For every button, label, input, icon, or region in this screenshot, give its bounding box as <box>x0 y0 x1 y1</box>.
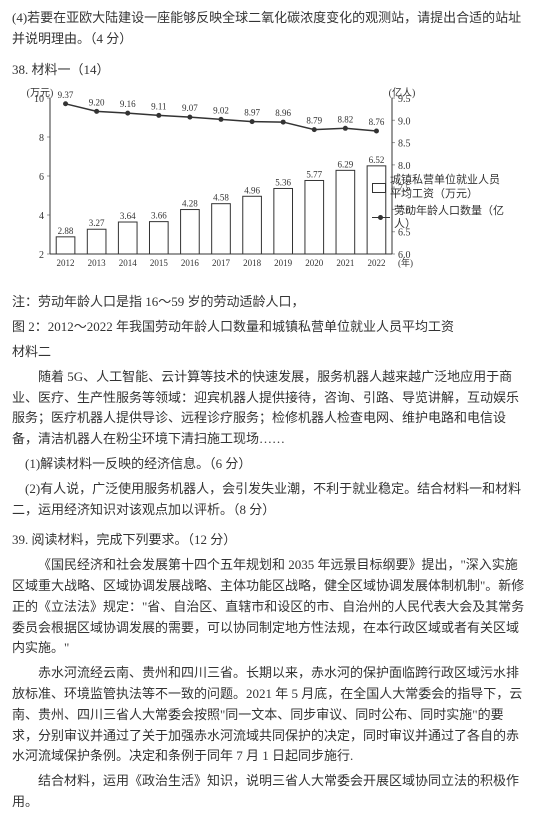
q38-title: 38. 材料一（14） <box>12 60 529 81</box>
svg-text:2018: 2018 <box>243 258 262 268</box>
q39-title: 39. 阅读材料，完成下列要求。（12 分） <box>12 530 529 551</box>
legend-line-icon <box>372 217 390 218</box>
svg-text:9.37: 9.37 <box>58 90 74 100</box>
material-2-body: 随着 5G、人工智能、云计算等技术的快速发展，服务机器人越来越广泛地应用于商业、… <box>12 367 529 450</box>
svg-text:2014: 2014 <box>119 258 138 268</box>
svg-text:8: 8 <box>39 133 44 144</box>
chart-figure-2: 246810(万元)6.06.57.07.58.08.59.09.5(亿人)2.… <box>12 84 512 284</box>
svg-text:4: 4 <box>39 211 44 222</box>
svg-text:8.79: 8.79 <box>306 116 322 126</box>
svg-text:4.96: 4.96 <box>244 186 260 196</box>
svg-text:4.58: 4.58 <box>213 193 229 203</box>
material-2-title: 材料二 <box>12 342 529 363</box>
svg-text:2022: 2022 <box>367 258 385 268</box>
svg-text:8.5: 8.5 <box>398 139 411 150</box>
svg-text:9.20: 9.20 <box>89 98 105 108</box>
svg-text:2020: 2020 <box>305 258 324 268</box>
svg-text:(万元): (万元) <box>27 88 54 99</box>
svg-text:5.36: 5.36 <box>275 178 291 188</box>
question-4-text: (4)若要在亚欧大陆建设一座能够反映全球二氧化碳浓度变化的观测站，请提出合适的站… <box>12 8 529 50</box>
chart-legend: 城镇私营单位就业人员平均工资（万元） 劳动年龄人口数量（亿人） <box>372 174 504 235</box>
legend-line-label: 劳动年龄人口数量（亿人） <box>394 205 504 231</box>
svg-text:8.97: 8.97 <box>244 108 260 118</box>
svg-text:9.07: 9.07 <box>182 104 198 114</box>
q39-p3: 结合材料，运用《政治生活》知识，说明三省人大常委会开展区域协同立法的积极作用。 <box>12 771 529 813</box>
legend-bar-label: 城镇私营单位就业人员平均工资（万元） <box>390 174 500 200</box>
chart-note: 注：劳动年龄人口是指 16～59 岁的劳动适龄人口， <box>12 292 529 313</box>
svg-text:2.88: 2.88 <box>58 226 74 236</box>
legend-box-icon <box>372 183 386 193</box>
svg-text:(亿人): (亿人) <box>389 86 416 99</box>
svg-text:2: 2 <box>39 250 44 261</box>
svg-text:8.76: 8.76 <box>369 117 385 127</box>
svg-text:8.82: 8.82 <box>337 115 353 125</box>
svg-text:4.28: 4.28 <box>182 199 198 209</box>
svg-text:6.29: 6.29 <box>337 160 353 170</box>
svg-text:2016: 2016 <box>181 258 200 268</box>
svg-text:9.02: 9.02 <box>213 106 229 116</box>
svg-text:2017: 2017 <box>212 258 231 268</box>
svg-text:9.16: 9.16 <box>120 100 136 110</box>
svg-text:3.64: 3.64 <box>120 211 136 221</box>
svg-text:2019: 2019 <box>274 258 293 268</box>
svg-text:2015: 2015 <box>150 258 169 268</box>
svg-text:6: 6 <box>39 172 44 183</box>
svg-text:9.0: 9.0 <box>398 117 411 128</box>
svg-text:3.66: 3.66 <box>151 211 167 221</box>
svg-text:3.27: 3.27 <box>89 219 105 229</box>
svg-text:9.11: 9.11 <box>151 102 166 112</box>
svg-text:(年): (年) <box>398 257 413 268</box>
q38-sub1: (1)解读材料一反映的经济信息。（6 分） <box>12 454 529 475</box>
svg-text:8.0: 8.0 <box>398 161 411 172</box>
legend-item-bar: 城镇私营单位就业人员平均工资（万元） <box>372 174 504 200</box>
svg-text:8.96: 8.96 <box>275 108 291 118</box>
svg-text:6.52: 6.52 <box>369 155 385 165</box>
svg-text:2012: 2012 <box>57 258 75 268</box>
svg-text:2013: 2013 <box>88 258 107 268</box>
svg-text:2021: 2021 <box>336 258 354 268</box>
chart-caption: 图 2：2012～2022 年我国劳动年龄人口数量和城镇私营单位就业人员平均工资 <box>12 317 529 338</box>
svg-text:5.77: 5.77 <box>306 170 322 180</box>
q38-sub2: (2)有人说，广泛使用服务机器人，会引发失业潮，不利于就业稳定。结合材料一和材料… <box>12 479 529 521</box>
q39-p2: 赤水河流经云南、贵州和四川三省。长期以来，赤水河的保护面临跨行政区域污水排放标准… <box>12 663 529 767</box>
q39-p1: 《国民经济和社会发展第十四个五年规划和 2035 年远景目标纲要》提出，"深入实… <box>12 555 529 659</box>
legend-item-line: 劳动年龄人口数量（亿人） <box>372 205 504 231</box>
